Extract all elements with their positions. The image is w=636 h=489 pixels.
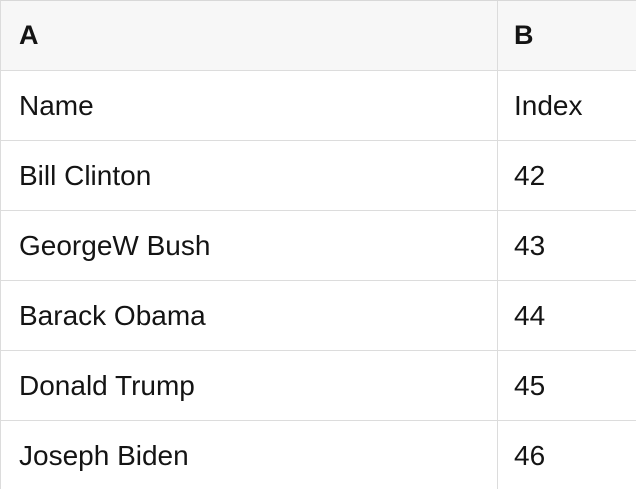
table-cell-name[interactable]: Joseph Biden (1, 421, 498, 489)
table-cell-name[interactable]: Bill Clinton (1, 141, 498, 210)
table-cell-name[interactable]: Name (1, 71, 498, 140)
table-cell-index[interactable]: 44 (514, 299, 546, 331)
column-header-row: A B (1, 1, 636, 71)
table-row: Name Index (1, 71, 636, 141)
table-row: Bill Clinton 42 (1, 141, 636, 211)
table-cell-index[interactable]: 43 (514, 229, 546, 261)
table-cell-name[interactable]: Donald Trump (1, 351, 498, 420)
table-cell-index[interactable]: Index (514, 89, 583, 121)
table-row: GeorgeW Bush 43 (1, 211, 636, 281)
table-cell-name[interactable]: Barack Obama (1, 281, 498, 350)
table-row: Donald Trump 45 (1, 351, 636, 421)
table-cell-index[interactable]: 46 (514, 439, 546, 471)
column-header-b[interactable]: B (514, 20, 534, 50)
table-cell-index[interactable]: 45 (514, 369, 546, 401)
table-cell-name[interactable]: GeorgeW Bush (1, 211, 498, 280)
column-header-a[interactable]: A (1, 1, 498, 70)
table-cell-index[interactable]: 42 (514, 159, 546, 191)
table-row: Joseph Biden 46 (1, 421, 636, 489)
table-row: Barack Obama 44 (1, 281, 636, 351)
